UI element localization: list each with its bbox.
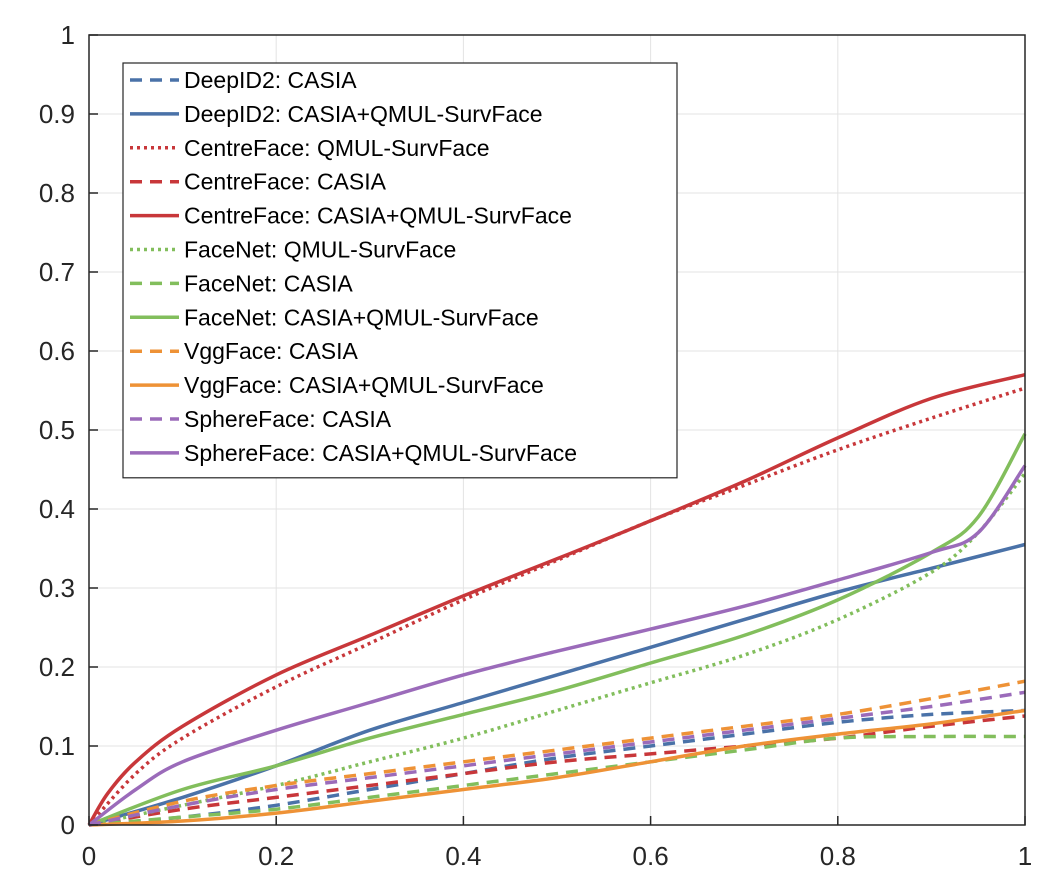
legend-label: VggFace: CASIA [184, 338, 359, 364]
legend-label: DeepID2: CASIA [184, 67, 357, 93]
x-tick-label: 0 [82, 841, 96, 871]
legend-label: VggFace: CASIA+QMUL-SurvFace [184, 372, 544, 398]
legend-label: FaceNet: CASIA+QMUL-SurvFace [184, 304, 539, 330]
y-tick-label: 1 [61, 20, 75, 50]
series-line-1 [88, 542, 1026, 827]
x-tick-label: 0.4 [445, 841, 481, 871]
legend-label: CentreFace: CASIA [184, 169, 387, 195]
x-tick-label: 0.2 [258, 841, 294, 871]
x-tick-label: 1 [1018, 841, 1032, 871]
series-line-0 [88, 708, 1026, 827]
legend-label: FaceNet: QMUL-SurvFace [184, 237, 456, 263]
series-line-7 [88, 433, 1027, 827]
y-tick-label: 0.4 [39, 494, 75, 524]
series-line-6 [88, 734, 1026, 827]
legend-label: DeepID2: CASIA+QMUL-SurvFace [184, 101, 543, 127]
y-tick-label: 0.1 [39, 731, 75, 761]
legend: DeepID2: CASIA DeepID2: CASIA+QMUL-SurvFa… [122, 62, 678, 479]
series-line-8 [88, 679, 1026, 827]
series-line-5 [88, 472, 1027, 827]
axis-ticks: 0 0.2 0.4 0.6 0.8 1 0 0.1 0.2 0.3 0.4 0.5 0.6 0.7 0.8 0… [39, 20, 1032, 871]
y-tick-label: 0.2 [39, 652, 75, 682]
y-tick-label: 0.3 [39, 573, 75, 603]
series-line-9 [88, 708, 1026, 827]
y-tick-label: 0.5 [39, 415, 75, 445]
series-line-4 [87, 373, 1026, 826]
x-tick-label: 0.6 [633, 841, 669, 871]
y-tick-label: 0.9 [39, 99, 75, 129]
legend-label: CentreFace: CASIA+QMUL-SurvFace [184, 203, 572, 229]
series-line-3 [88, 714, 1026, 827]
legend-label: SphereFace: CASIA [184, 406, 392, 432]
y-tick-label: 0 [61, 810, 75, 840]
y-tick-label: 0.7 [39, 257, 75, 287]
y-tick-label: 0.6 [39, 336, 75, 366]
legend-label: CentreFace: QMUL-SurvFace [184, 135, 489, 161]
x-tick-label: 0.8 [820, 841, 856, 871]
series-lines [87, 373, 1027, 827]
series-line-11 [87, 464, 1027, 827]
legend-box [122, 62, 678, 479]
series-line-2 [87, 386, 1026, 827]
legend-label: FaceNet: CASIA [184, 270, 353, 296]
legend-label: SphereFace: CASIA+QMUL-SurvFace [184, 440, 577, 466]
y-tick-label: 0.8 [39, 178, 75, 208]
series-line-10 [88, 690, 1026, 827]
